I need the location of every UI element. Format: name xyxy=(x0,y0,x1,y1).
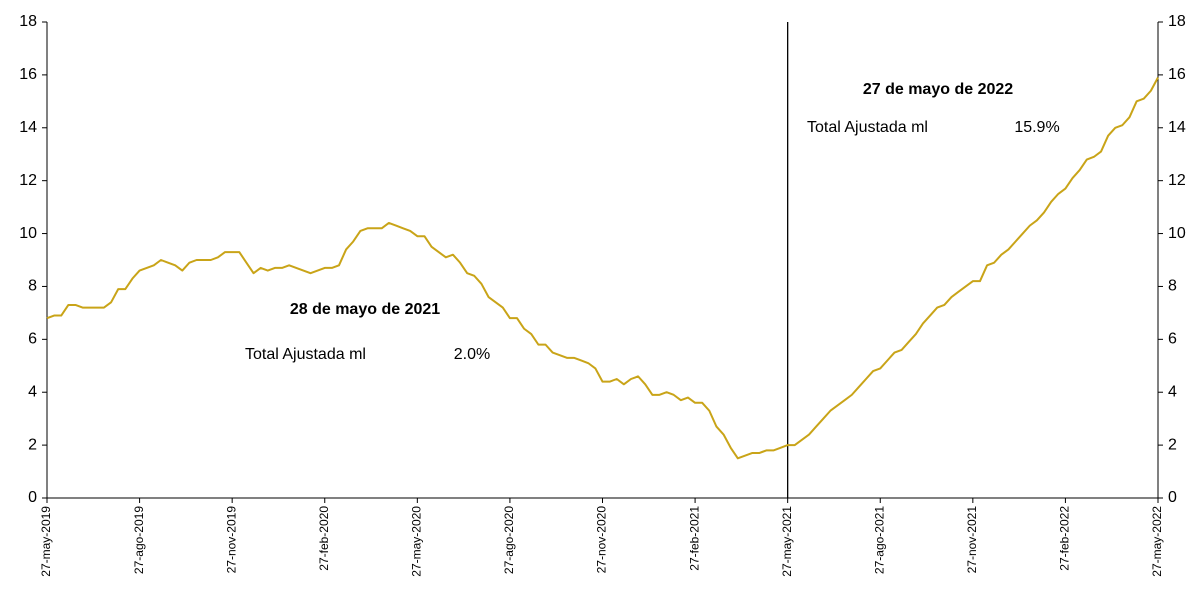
y-tick-label: 16 xyxy=(19,66,37,83)
x-tick-label: 27-ago-2020 xyxy=(502,506,516,574)
y2-tick-label: 2 xyxy=(1168,436,1177,453)
x-tick-label: 27-may-2022 xyxy=(1150,506,1164,577)
x-tick-label: 27-may-2020 xyxy=(410,506,424,577)
data-line xyxy=(46,77,1159,460)
y2-tick-label: 4 xyxy=(1168,383,1177,400)
x-tick-label: 27-feb-2022 xyxy=(1058,506,1072,571)
x-tick-label: 27-nov-2020 xyxy=(595,506,609,574)
y2-tick-label: 6 xyxy=(1168,331,1177,348)
y-tick-label: 6 xyxy=(28,331,37,348)
annotation-title: 27 de mayo de 2022 xyxy=(863,81,1013,98)
annotation-label: Total Ajustada ml xyxy=(245,346,366,363)
y2-tick-label: 14 xyxy=(1168,119,1186,136)
x-tick-label: 27-feb-2020 xyxy=(317,506,331,571)
y-tick-label: 14 xyxy=(19,119,37,136)
annotation-value: 15.9% xyxy=(1014,119,1059,136)
x-tick-label: 27-nov-2021 xyxy=(965,506,979,574)
y-tick-label: 8 xyxy=(28,278,37,295)
y-tick-label: 10 xyxy=(19,225,37,242)
y-tick-label: 18 xyxy=(19,13,37,30)
x-tick-label: 27-may-2019 xyxy=(39,506,53,577)
y-tick-label: 4 xyxy=(28,383,37,400)
x-tick-label: 27-feb-2021 xyxy=(687,506,701,571)
y2-tick-label: 10 xyxy=(1168,225,1186,242)
y2-tick-label: 8 xyxy=(1168,278,1177,295)
y2-tick-label: 0 xyxy=(1168,489,1177,506)
y-tick-label: 12 xyxy=(19,172,37,189)
y2-tick-label: 18 xyxy=(1168,13,1186,30)
annotation-label: Total Ajustada ml xyxy=(807,119,928,136)
x-tick-label: 27-may-2021 xyxy=(780,506,794,577)
y2-tick-label: 12 xyxy=(1168,172,1186,189)
y-tick-label: 2 xyxy=(28,436,37,453)
annotation-title: 28 de mayo de 2021 xyxy=(290,301,440,318)
x-tick-label: 27-ago-2021 xyxy=(872,506,886,574)
annotation-value: 2.0% xyxy=(454,346,490,363)
x-tick-label: 27-nov-2019 xyxy=(224,506,238,574)
y2-tick-label: 16 xyxy=(1168,66,1186,83)
y-tick-label: 0 xyxy=(28,489,37,506)
x-tick-label: 27-ago-2019 xyxy=(132,506,146,574)
